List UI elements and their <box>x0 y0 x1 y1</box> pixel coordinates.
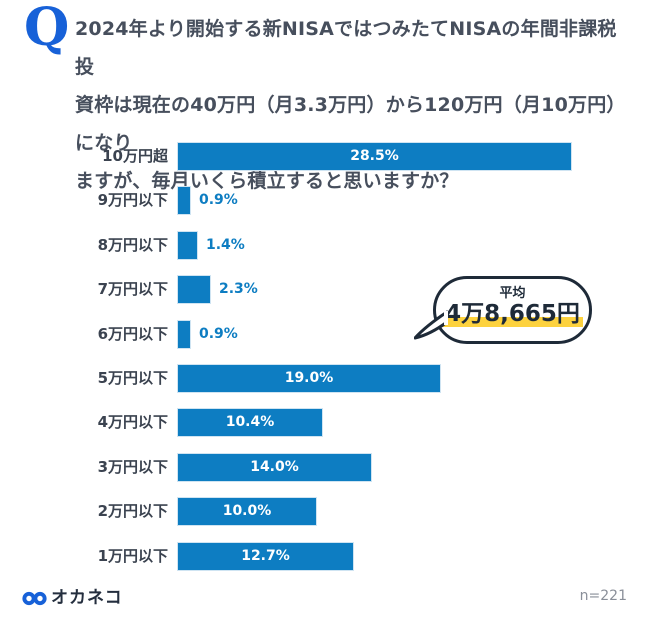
chart-row: 2万円以下 10.0% <box>0 497 650 526</box>
category-label: 4万円以下 <box>97 413 168 431</box>
category-label: 10万円超 <box>102 147 168 165</box>
bar: 10.0% <box>177 497 317 526</box>
bar <box>177 275 211 304</box>
category-label: 2万円以下 <box>97 502 168 520</box>
chart-row: 6万円以下 0.9% <box>0 320 650 349</box>
value-label: 0.9% <box>199 192 238 208</box>
bubble-tail-icon <box>414 310 448 340</box>
average-annotation-bubble: 平均 4万8,665円 <box>414 276 592 344</box>
bar <box>177 320 191 349</box>
brand-infinity-icon <box>22 591 47 606</box>
average-value: 4万8,665円 <box>436 301 589 327</box>
bar: 19.0% <box>177 364 441 393</box>
category-label: 5万円以下 <box>97 369 168 387</box>
value-label: 19.0% <box>284 370 334 386</box>
chart-row: 5万円以下 19.0% <box>0 364 650 393</box>
bar-area: 0.9% <box>177 186 650 215</box>
bar-area: 1.4% <box>177 231 650 260</box>
value-label: 2.3% <box>219 281 258 297</box>
bar <box>177 186 191 215</box>
chart-row: 9万円以下 0.9% <box>0 186 650 215</box>
value-label: 0.9% <box>199 326 238 342</box>
bar-area: 2.3% <box>177 275 650 304</box>
bar-area: 19.0% <box>177 364 650 393</box>
chart-row: 1万円以下 12.7% <box>0 542 650 571</box>
average-value-highlight: 4万8,665円 <box>442 301 583 327</box>
question-line-1: 2024年より開始する新NISAではつみたてNISAの年間非課税投 <box>75 18 617 78</box>
category-label: 3万円以下 <box>97 458 168 476</box>
value-label: 14.0% <box>250 459 299 475</box>
category-label: 9万円以下 <box>97 191 168 209</box>
bar-area: 0.9% <box>177 320 650 349</box>
question-line-2: 資枠は現在の40万円（月3.3万円）から120万円（月10万円）になり <box>75 94 626 154</box>
value-label: 10.0% <box>222 503 272 519</box>
bar: 14.0% <box>177 453 372 482</box>
category-label: 8万円以下 <box>97 236 168 254</box>
bar-area: 14.0% <box>177 453 650 482</box>
bar: 28.5% <box>177 142 572 171</box>
bar: 10.4% <box>177 408 323 437</box>
category-label: 6万円以下 <box>97 325 168 343</box>
chart-row: 3万円以下 14.0% <box>0 453 650 482</box>
category-label: 7万円以下 <box>97 280 168 298</box>
value-label: 10.4% <box>225 414 275 430</box>
question-q-icon: Q <box>24 0 70 58</box>
question-line-3: ますが、毎月いくら積立すると思いますか？ <box>75 170 459 192</box>
bar-area: 10.0% <box>177 497 650 526</box>
sample-size-label: n=221 <box>579 588 627 604</box>
chart-row: 4万円以下 10.4% <box>0 408 650 437</box>
value-label: 12.7% <box>241 548 290 564</box>
bar-area: 28.5% <box>177 142 650 171</box>
bar-area: 12.7% <box>177 542 650 571</box>
value-label: 28.5% <box>350 148 399 164</box>
value-label: 1.4% <box>206 237 245 253</box>
question-text: 2024年より開始する新NISAではつみたてNISAの年間非課税投 資枠は現在の… <box>75 10 635 200</box>
bar: 12.7% <box>177 542 354 571</box>
category-label: 1万円以下 <box>97 547 168 565</box>
chart-row: 8万円以下 1.4% <box>0 231 650 260</box>
bar <box>177 231 198 260</box>
brand-name: オカネコ <box>51 588 123 608</box>
chart-row: 7万円以下 2.3% <box>0 275 650 304</box>
chart-row: 10万円超 28.5% <box>0 142 650 171</box>
average-label: 平均 <box>499 286 526 301</box>
bar-area: 10.4% <box>177 408 650 437</box>
